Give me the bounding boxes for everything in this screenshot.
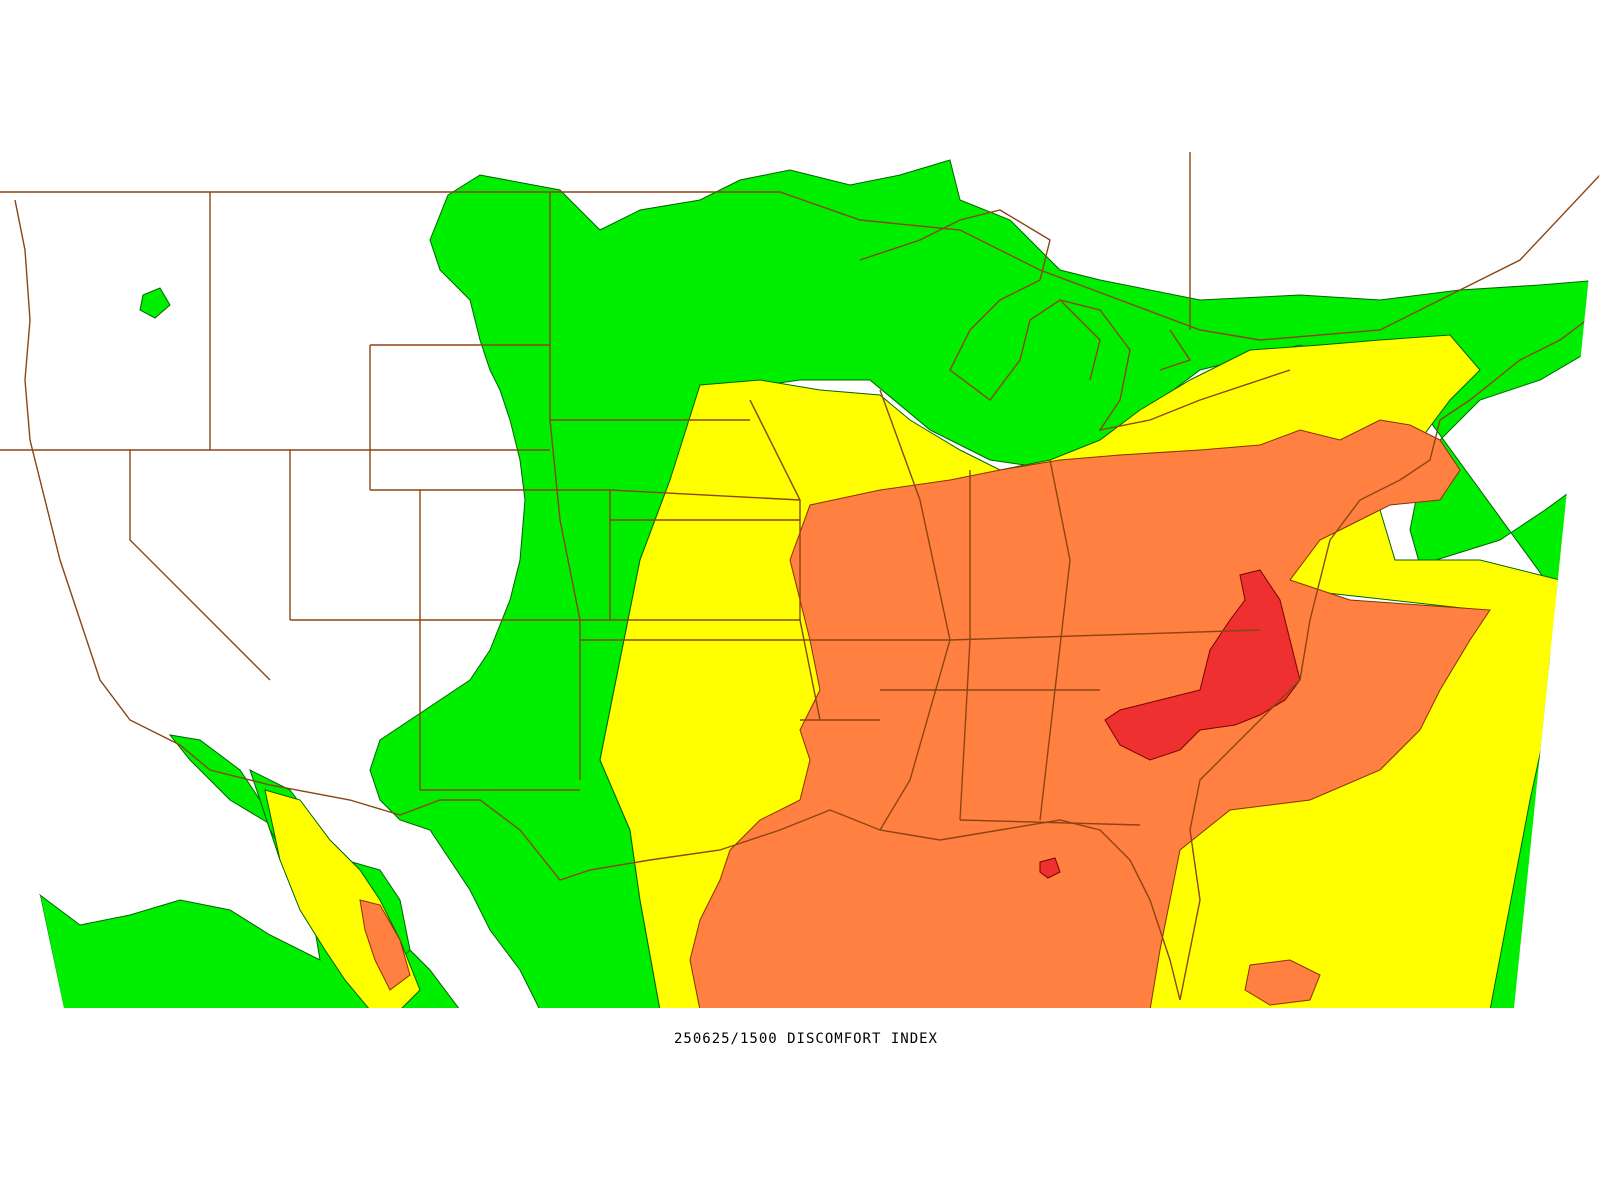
west-coastline xyxy=(14,199,211,771)
map-caption: 250625/1500 DISCOMFORT INDEX xyxy=(673,1031,938,1047)
red-zone-carolinas xyxy=(1104,569,1301,761)
political-borders xyxy=(0,152,1600,1001)
state-lines-horizontal xyxy=(0,344,1261,826)
red-zone-florida-patch xyxy=(1039,857,1061,879)
us-mexico-border xyxy=(209,769,591,881)
atlantic-coastline xyxy=(1179,309,1600,1001)
red-zone xyxy=(1039,569,1301,879)
orange-zone-caribbean xyxy=(1244,959,1321,1006)
us-canada-border xyxy=(0,174,1600,341)
orange-zone xyxy=(359,419,1491,1008)
great-lakes-outline xyxy=(859,209,1291,432)
green-zone-idaho-patch xyxy=(139,287,171,319)
orange-zone-mexico xyxy=(359,899,411,991)
gulf-coastline xyxy=(589,809,1181,1001)
orange-zone-southeast xyxy=(689,419,1491,1008)
